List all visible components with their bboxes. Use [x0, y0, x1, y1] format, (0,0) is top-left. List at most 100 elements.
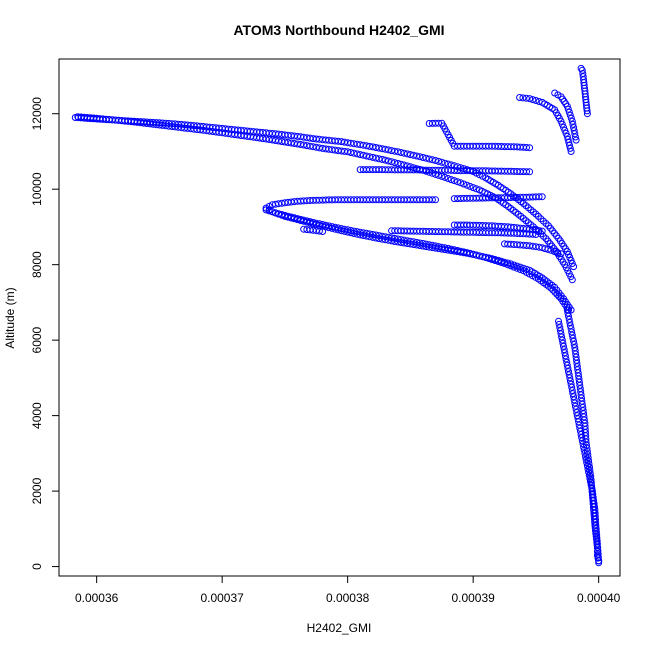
data-point: [565, 315, 573, 323]
data-point: [350, 149, 358, 157]
data-point: [363, 152, 370, 160]
data-point: [275, 210, 283, 218]
data-point: [519, 94, 527, 102]
series-5: [300, 225, 327, 235]
data-point: [560, 342, 567, 350]
data-point: [577, 427, 584, 435]
data-point: [566, 319, 574, 326]
data-point: [526, 144, 534, 152]
data-point: [410, 151, 417, 159]
data-point: [312, 219, 320, 227]
data-point: [551, 288, 559, 296]
data-point: [400, 149, 408, 157]
data-point: [558, 336, 566, 344]
data-point: [574, 415, 582, 423]
data-point: [585, 468, 593, 476]
data-point: [300, 216, 308, 224]
data-point: [278, 211, 286, 218]
data-point: [567, 325, 575, 333]
data-point: [556, 327, 564, 335]
data-point: [265, 207, 273, 215]
data-point: [419, 154, 427, 161]
data-point: [579, 440, 587, 448]
data-point: [441, 173, 449, 181]
data-point: [571, 130, 579, 138]
data-point: [566, 111, 574, 119]
data-point: [501, 260, 508, 267]
data-point: [571, 133, 579, 141]
data-point: [594, 543, 602, 551]
data-point: [406, 151, 414, 159]
data-point: [378, 155, 386, 163]
data-point: [587, 481, 595, 489]
data-point: [526, 168, 534, 176]
data-point: [556, 324, 564, 332]
series-16: [555, 317, 603, 565]
data-point: [568, 383, 576, 391]
data-point: [309, 218, 317, 226]
data-point: [466, 182, 474, 190]
series-8: [425, 119, 534, 152]
data-point: [566, 322, 574, 330]
data-point: [284, 212, 292, 220]
data-point: [513, 264, 521, 272]
data-point: [268, 208, 276, 216]
y-tick-label: 8000: [30, 251, 44, 278]
data-point: [341, 225, 348, 233]
data-point: [315, 220, 323, 228]
chart-title: ATOM3 Northbound H2402_GMI: [233, 22, 444, 38]
data-point: [381, 156, 389, 164]
data-point: [469, 250, 477, 258]
data-point: [454, 178, 461, 186]
data-point: [526, 95, 534, 103]
y-tick-label: 0: [30, 563, 44, 570]
data-point: [450, 246, 458, 254]
data-point: [391, 234, 399, 242]
data-point: [359, 151, 367, 159]
data-point: [356, 151, 364, 159]
data-point: [463, 249, 471, 257]
data-point: [557, 250, 565, 258]
data-point: [571, 402, 579, 410]
data-point: [565, 108, 573, 116]
data-point: [577, 431, 585, 438]
data-point: [322, 221, 330, 229]
data-point: [570, 393, 578, 401]
data-point: [565, 371, 573, 379]
series-13: [551, 89, 580, 144]
data-point: [538, 193, 546, 201]
data-point: [425, 155, 433, 163]
y-tick-label: 4000: [30, 402, 44, 429]
data-point: [290, 214, 298, 222]
data-point: [457, 179, 465, 187]
data-point: [561, 352, 569, 360]
data-point: [491, 257, 499, 264]
data-point: [567, 114, 575, 122]
data-point: [287, 213, 295, 221]
data-point: [432, 242, 439, 250]
data-point: [375, 155, 383, 163]
data-point: [272, 209, 279, 217]
data-point: [535, 98, 543, 105]
data-point: [575, 418, 583, 426]
data-point: [479, 253, 487, 261]
data-point: [565, 312, 572, 320]
x-tick-label: 0.00039: [451, 591, 495, 605]
data-point: [300, 141, 308, 149]
data-point: [523, 168, 530, 176]
data-point: [281, 211, 289, 219]
data-point: [303, 226, 311, 234]
data-point: [334, 224, 342, 232]
data-point: [482, 254, 490, 261]
data-point: [569, 120, 577, 128]
data-point: [583, 462, 591, 470]
data-point: [460, 248, 468, 256]
data-point: [594, 550, 602, 558]
data-point: [457, 247, 465, 255]
data-point: [359, 141, 367, 149]
data-point: [366, 153, 374, 161]
data-point: [435, 243, 443, 251]
data-point: [507, 262, 515, 270]
data-point: [547, 284, 555, 292]
data-point: [569, 390, 577, 398]
